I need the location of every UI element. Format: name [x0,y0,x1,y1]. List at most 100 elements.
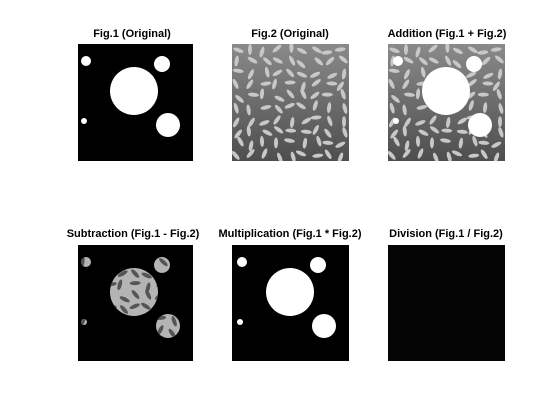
rice-grain [322,140,334,145]
rice-grain [404,92,415,97]
rice-grain [336,81,344,91]
rice-grain [403,44,409,55]
rice-grain [327,102,332,114]
rice-grain [483,102,488,114]
white-circle [154,56,170,72]
rice-grain [388,78,395,89]
rice-grain [321,50,333,55]
rice-grain [233,117,240,128]
rice-grain [477,92,489,97]
rice-grain [335,141,346,148]
rice-grain [129,281,141,286]
rice-grain [326,81,338,86]
rice-grain [295,150,307,157]
rice-grain [263,57,272,66]
rice-grain [312,153,324,158]
rice-grain [496,88,502,100]
rice-grain [168,328,176,338]
rice-grain [478,140,490,145]
rice-grain [301,117,312,125]
rice-grain [325,56,335,66]
rice-grain [300,88,307,100]
image-addition [388,44,505,161]
rice-grain [498,116,502,128]
rice-grain [491,141,502,148]
rice-grain [117,279,123,291]
rice-grain [481,56,491,66]
panel-title-fig2: Fig.2 (Original) [251,28,329,40]
rice-grain [389,102,395,114]
rice-grain [324,149,332,160]
white-circle [310,257,326,273]
white-circle [468,113,492,137]
rice-grain [498,103,504,114]
rice-grain [415,88,421,100]
rice-grain [289,55,296,66]
rice-grain [120,305,128,314]
rice-grain [171,316,177,327]
rice-grain [457,117,468,125]
rice-grain [296,60,306,69]
image-subtraction [78,245,193,361]
rice-grain [260,105,272,110]
rice-grain [458,137,464,149]
rice-grain [248,117,255,128]
rice-grain [117,270,128,277]
white-circle [81,56,91,66]
rice-grain [429,137,435,149]
rice-grain [440,138,451,143]
rice-grain [420,66,426,78]
rice-grain [403,56,414,64]
rice-grain [129,303,140,310]
rice-grain [302,137,308,149]
rice-grain [296,102,306,110]
rice-grain [493,152,500,161]
rice-grain [498,127,504,138]
rice-grain [259,46,265,58]
image-fig1 [78,44,193,161]
rice-grain [273,126,284,134]
rice-grain [131,269,140,278]
rice-grain [277,152,283,161]
rice-grain [232,78,239,89]
rice-grain [284,138,295,143]
rice-grains [232,44,348,161]
rice-grain [428,44,438,53]
rice-grain [131,290,140,299]
rice-grain [157,325,164,336]
rice-grain [403,69,411,80]
rice-grain [456,129,468,134]
rice-grain [312,124,319,135]
rice-grain [390,129,398,139]
rice-grain [248,140,254,152]
rice-grain [247,44,253,55]
rice-grain [417,148,424,159]
rice-grain [272,78,277,90]
rice-grain [342,116,346,128]
rice-grain [468,100,474,111]
rice-grain [389,47,400,53]
rice-grain [429,126,440,134]
white-circle [156,113,180,137]
rice-grain [419,57,428,66]
rice-grain [404,117,411,128]
rice-grain [342,127,348,138]
rice-grain [312,46,322,54]
rice-grain [390,55,395,67]
rice-grain [237,136,244,147]
rice-grain [262,129,273,136]
rice-grain [274,95,285,102]
white-circle [312,314,336,338]
rice-grain [81,317,86,328]
rice-grain [141,302,151,310]
rice-grain [468,46,478,54]
rice-grain [145,289,152,300]
rice-grain [246,104,251,116]
rice-grain [272,44,282,53]
rice-grain [446,151,452,161]
rice-grain [233,47,244,53]
rice-grain [445,55,452,66]
rice-grain [388,150,396,160]
grey-circle [154,257,170,273]
panel-title-fig1: Fig.1 (Original) [93,28,171,40]
